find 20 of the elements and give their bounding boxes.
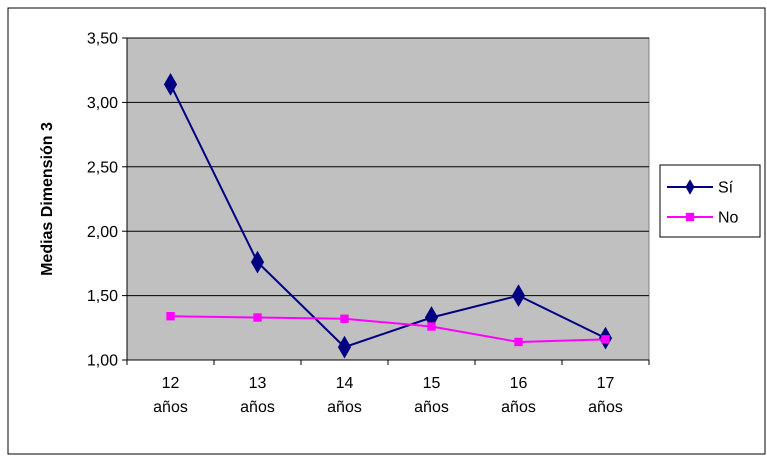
- y-tick-label: 2,00: [86, 224, 118, 241]
- legend-label: Sí: [718, 180, 734, 197]
- y-tick-label: 1,00: [86, 352, 118, 370]
- y-tick-label: 1,50: [86, 288, 118, 306]
- x-tick-label: 13 años: [240, 375, 275, 416]
- y-tick-label: 3,50: [86, 30, 118, 48]
- point: [514, 338, 523, 346]
- point: [340, 314, 349, 323]
- point: [253, 313, 262, 322]
- y-tick-label: 3,00: [86, 95, 118, 112]
- point: [166, 312, 175, 320]
- x-tick-label: 17 años: [588, 375, 623, 416]
- legend-label: No: [718, 210, 739, 227]
- y-axis-title: Medias Dimensión 3: [39, 122, 56, 276]
- x-tick-label: 12 años: [153, 375, 188, 416]
- x-tick-label: 15 años: [414, 375, 449, 416]
- x-tick-label: 14 años: [327, 375, 362, 416]
- x-tick-label: 16 años: [501, 375, 536, 416]
- point: [427, 322, 436, 331]
- y-tick-label: 2,50: [86, 159, 118, 176]
